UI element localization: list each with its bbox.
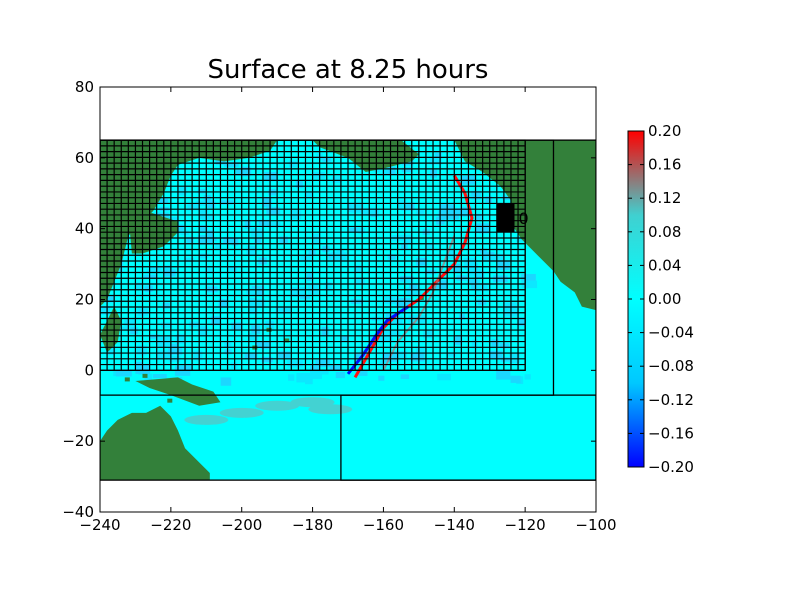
new-guinea-land bbox=[135, 377, 221, 406]
x-tick-label: −200 bbox=[221, 516, 262, 534]
x-tick-label: −180 bbox=[292, 516, 333, 534]
x-axis: −240 −220 −200 −180 −160 −140 −120 −100 bbox=[79, 87, 617, 534]
amr-patch-level-3 bbox=[100, 139, 526, 371]
asia-land bbox=[100, 140, 278, 307]
island bbox=[167, 398, 173, 403]
y-tick-label: 0 bbox=[84, 361, 94, 379]
colorbar-tick-label: 0.20 bbox=[648, 122, 681, 140]
colorbar-tick-label: 0.12 bbox=[648, 189, 681, 207]
y-tick-label: −40 bbox=[62, 503, 94, 521]
colorbar-tick-label: −0.04 bbox=[648, 324, 694, 342]
chart-title: Surface at 8.25 hours bbox=[208, 55, 489, 85]
amr-fine-grid bbox=[100, 139, 526, 371]
x-tick-label: −160 bbox=[363, 516, 404, 534]
island bbox=[142, 373, 148, 378]
gauge-label: 0 bbox=[519, 209, 529, 228]
plot-area: 0 bbox=[99, 86, 597, 513]
x-tick-label: −220 bbox=[150, 516, 191, 534]
colorbar-tick-label: −0.16 bbox=[648, 424, 694, 442]
colorbar-tick-label: 0.04 bbox=[648, 256, 681, 274]
y-tick-label: 80 bbox=[75, 78, 94, 96]
colorbar-tick-label: 0.08 bbox=[648, 223, 681, 241]
island bbox=[284, 338, 290, 343]
y-tick-label: −20 bbox=[62, 432, 94, 450]
australia-land bbox=[100, 405, 210, 481]
colorbar-tick-label: 0.16 bbox=[648, 156, 681, 174]
x-tick-label: −140 bbox=[434, 516, 475, 534]
colorbar-tick-label: −0.20 bbox=[648, 458, 694, 476]
x-tick-label: −100 bbox=[575, 516, 616, 534]
colorbar: −0.20 −0.16 −0.12 −0.08 −0.04 0.00 0.04 0.08 0.1… bbox=[627, 122, 694, 476]
y-tick-label: 40 bbox=[75, 220, 94, 238]
colorbar-tick-label: 0.00 bbox=[648, 290, 681, 308]
y-axis: −40 −20 0 20 40 60 80 bbox=[62, 78, 596, 521]
y-tick-label: 20 bbox=[75, 291, 94, 309]
colorbar-tick-label: −0.12 bbox=[648, 391, 694, 409]
island bbox=[185, 388, 191, 393]
gauge-marker bbox=[496, 203, 515, 233]
y-tick-label: 60 bbox=[75, 149, 94, 167]
colorbar-tick-label: −0.08 bbox=[648, 357, 694, 375]
island bbox=[124, 377, 130, 382]
x-tick-label: −240 bbox=[79, 516, 120, 534]
x-tick-label: −120 bbox=[505, 516, 546, 534]
alaska-land bbox=[312, 140, 419, 172]
